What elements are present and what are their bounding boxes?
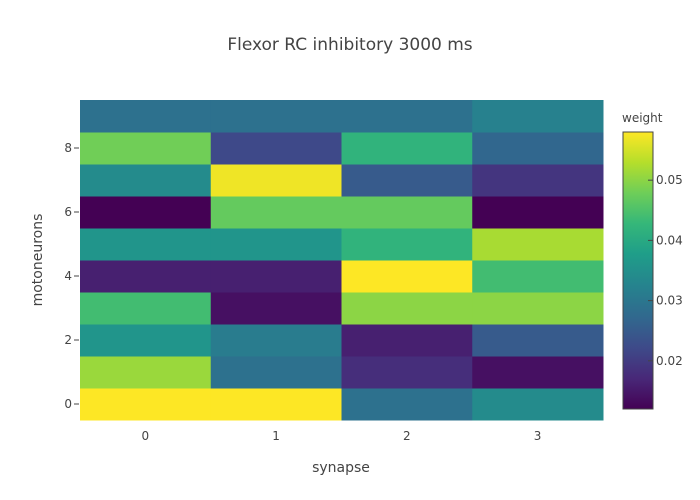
heatmap-cell	[210, 292, 342, 325]
y-tick-label: 4	[64, 269, 72, 283]
x-tick-label: 3	[534, 429, 542, 443]
heatmap-cell	[341, 196, 473, 229]
x-tick-label: 2	[403, 429, 411, 443]
heatmap-cell	[80, 196, 212, 229]
y-tick-label: 6	[64, 205, 72, 219]
heatmap-cell	[341, 260, 473, 293]
heatmap-cell	[80, 324, 212, 357]
colorbar-tick-label: 0.03	[656, 294, 683, 308]
heatmap-cell	[210, 324, 342, 357]
y-axis-ticks: 0 2 4 6 8	[64, 141, 79, 411]
heatmap-cell	[341, 292, 473, 325]
colorbar-tick-label: 0.04	[656, 233, 683, 247]
heatmap-cell	[472, 196, 604, 229]
heatmap-cell	[472, 100, 604, 133]
heatmap-cell	[80, 228, 212, 261]
colorbar-title: weight	[622, 111, 663, 125]
heatmap-cell	[472, 228, 604, 261]
heatmap-cell	[80, 100, 212, 133]
chart-title: Flexor RC inhibitory 3000 ms	[227, 35, 472, 55]
x-tick-label: 0	[142, 429, 150, 443]
heatmap-cell	[210, 164, 342, 197]
heatmap-cell	[210, 132, 342, 165]
x-tick-label: 1	[272, 429, 280, 443]
heatmap-cell	[472, 388, 604, 421]
heatmap-cell	[80, 260, 212, 293]
heatmap-cell	[341, 356, 473, 389]
x-axis-title: synapse	[312, 460, 370, 476]
heatmap-cell	[472, 356, 604, 389]
heatmap-cell	[80, 132, 212, 165]
heatmap-cell	[210, 388, 342, 421]
heatmap-cell	[210, 356, 342, 389]
heatmap-cell	[80, 388, 212, 421]
y-axis-title: motoneurons	[30, 214, 46, 307]
heatmap-cell	[210, 260, 342, 293]
colorbar-tick-label: 0.02	[656, 354, 683, 368]
colorbar	[622, 131, 654, 410]
y-tick-label: 8	[64, 141, 72, 155]
heatmap-cell	[341, 388, 473, 421]
heatmap-cell	[80, 164, 212, 197]
heatmap-cell	[80, 292, 212, 325]
heatmap-cell	[472, 164, 604, 197]
heatmap-cell	[341, 228, 473, 261]
heatmap-cell	[80, 356, 212, 389]
heatmap-cell	[341, 132, 473, 165]
heatmap-cell	[210, 100, 342, 133]
colorbar-ticks: 0.02 0.03 0.04 0.05	[648, 173, 683, 368]
heatmap-cell	[472, 292, 604, 325]
colorbar-tick-label: 0.05	[656, 173, 683, 187]
heatmap-cell	[341, 100, 473, 133]
heatmap-cell	[210, 196, 342, 229]
heatmap-cell	[341, 164, 473, 197]
heatmap-cell	[472, 260, 604, 293]
heatmap-cells	[80, 100, 604, 421]
heatmap-cell	[472, 132, 604, 165]
y-tick-label: 2	[64, 333, 72, 347]
heatmap-cell	[341, 324, 473, 357]
y-tick-label: 0	[64, 397, 72, 411]
heatmap-cell	[210, 228, 342, 261]
heatmap-cell	[472, 324, 604, 357]
x-axis-ticks: 0 1 2 3	[142, 429, 542, 443]
